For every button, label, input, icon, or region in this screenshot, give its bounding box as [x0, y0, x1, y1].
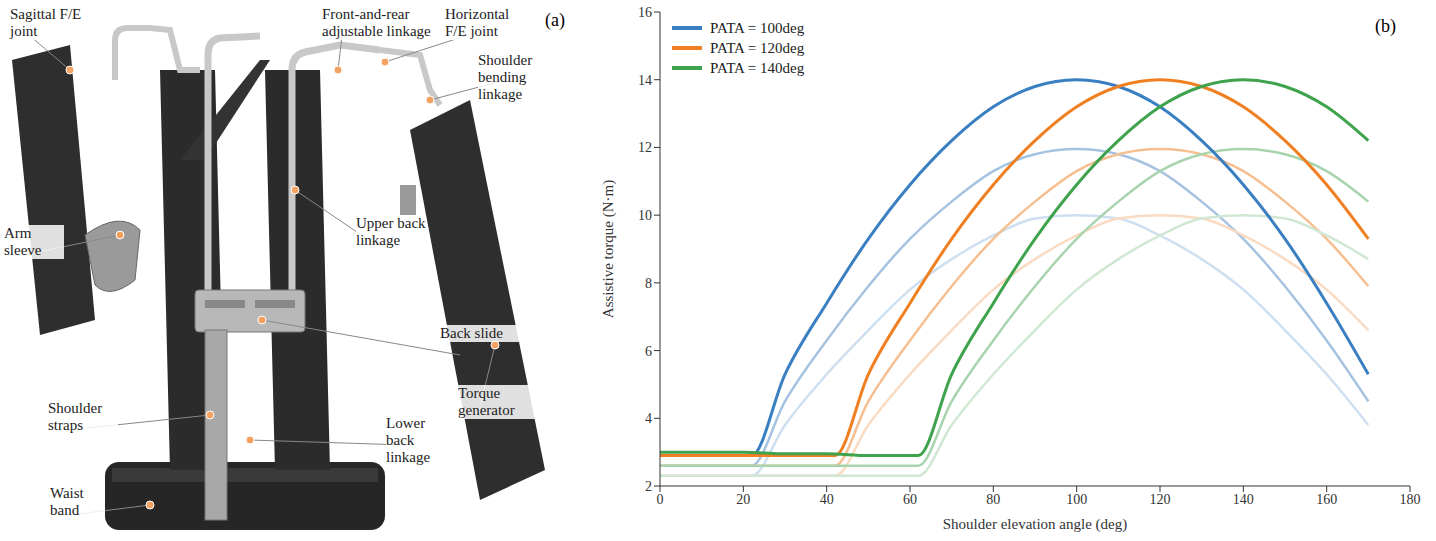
- html-text:PATA = 140deg: PATA = 140deg: [710, 59, 805, 76]
- svg-text:60: 60: [903, 492, 917, 507]
- svg-text:8: 8: [645, 276, 652, 291]
- svg-text:180: 180: [1400, 492, 1421, 507]
- html-text:(a): (a): [545, 10, 565, 30]
- svg-text:160: 160: [1316, 492, 1337, 507]
- svg-text:100: 100: [1066, 492, 1087, 507]
- svg-text:2: 2: [645, 479, 652, 494]
- svg-text:80: 80: [986, 492, 1000, 507]
- svg-text:Shoulder elevation angle (deg): Shoulder elevation angle (deg): [943, 516, 1128, 533]
- svg-text:140: 140: [1233, 492, 1254, 507]
- html-text:Front-and-rear adjustable link: Front-and-rear adjustable linkage: [322, 6, 431, 39]
- html-text:Lower back linkage: Lower back linkage: [386, 415, 431, 465]
- html-text:Shoulder bending linkage: Shoulder bending linkage: [478, 52, 533, 102]
- html-text:Shoulder straps: Shoulder straps: [48, 400, 103, 433]
- svg-text:4: 4: [645, 411, 652, 426]
- html-text:Sagittal F/E joint: Sagittal F/E joint: [10, 6, 82, 39]
- svg-text:16: 16: [638, 5, 652, 20]
- html-text:PATA = 120deg: PATA = 120deg: [710, 39, 805, 56]
- svg-text:Assistive torque (N·m): Assistive torque (N·m): [600, 180, 617, 318]
- svg-text:10: 10: [638, 208, 652, 223]
- html-text:Upper back linkage: Upper back linkage: [356, 215, 426, 248]
- svg-text:40: 40: [820, 492, 834, 507]
- html-text:PATA = 100deg: PATA = 100deg: [710, 19, 805, 36]
- html-text:Back slide: Back slide: [440, 325, 503, 341]
- svg-text:6: 6: [645, 344, 652, 359]
- svg-text:0: 0: [657, 492, 664, 507]
- html-text:Waist band: Waist band: [50, 485, 84, 518]
- html-text:Arm sleeve: Arm sleeve: [4, 225, 42, 258]
- svg-text:120: 120: [1150, 492, 1171, 507]
- svg-text:20: 20: [736, 492, 750, 507]
- svg-text:14: 14: [638, 73, 652, 88]
- html-text:(b): (b): [1375, 16, 1396, 36]
- svg-text:12: 12: [638, 140, 652, 155]
- html-text:Torque generator: Torque generator: [458, 385, 515, 418]
- html-text:Horizontal F/E joint: Horizontal F/E joint: [445, 6, 510, 39]
